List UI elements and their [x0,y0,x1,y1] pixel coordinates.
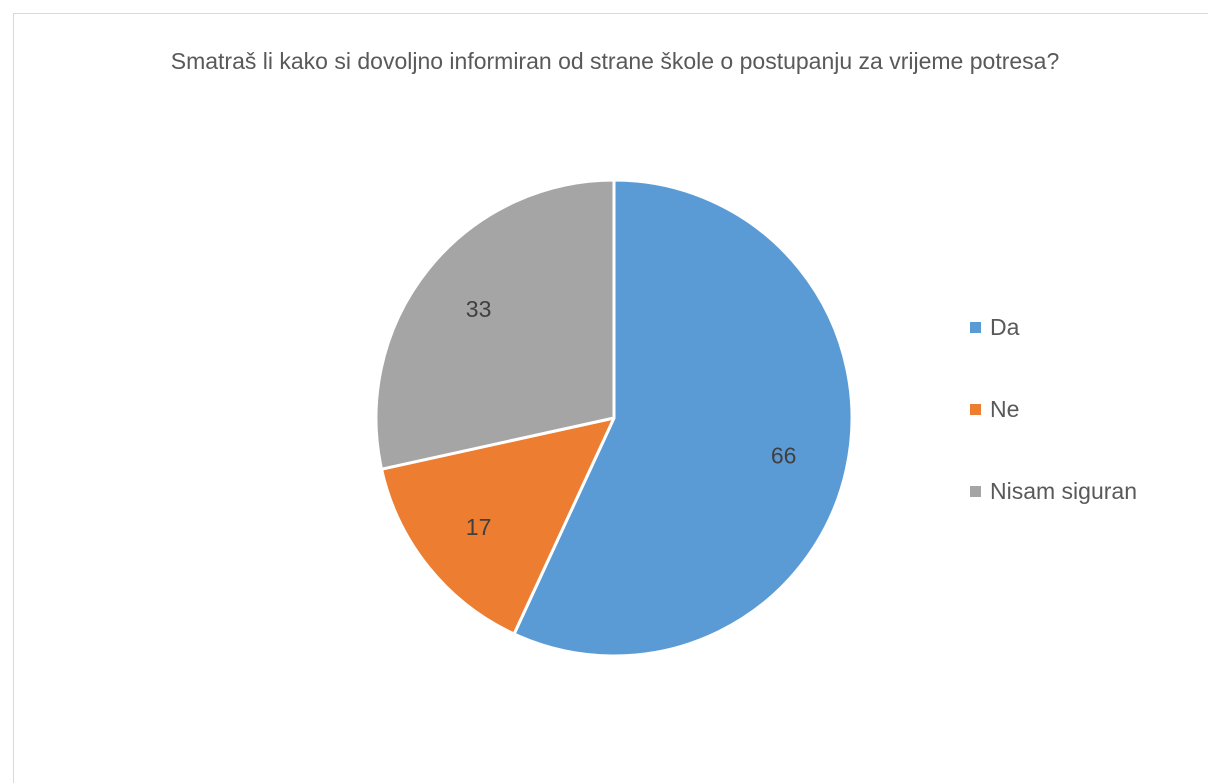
data-label-nisam-siguran: 33 [466,296,492,322]
legend-label-da: Da [990,313,1020,340]
pie-slice-da [512,178,854,658]
legend-item-da: Da [970,308,1137,346]
legend-label-ne: Ne [990,395,1020,422]
legend-swatch-ne [970,403,981,415]
legend-label-nisam-siguran: Nisam siguran [990,477,1137,504]
legend-item-nisam-siguran: Nisam siguran [970,472,1137,510]
pie-slice-nisam-siguran [374,178,616,471]
legend-swatch-da [970,321,981,333]
chart-title: Smatraš li kako si dovoljno informiran o… [170,48,1060,74]
data-label-da: 66 [771,442,797,468]
pie-slice-ne [380,416,616,636]
legend: Da Ne Nisam siguran [970,308,1137,554]
data-label-ne: 17 [466,514,492,540]
legend-swatch-nisam-siguran [970,485,981,497]
legend-item-ne: Ne [970,390,1137,428]
